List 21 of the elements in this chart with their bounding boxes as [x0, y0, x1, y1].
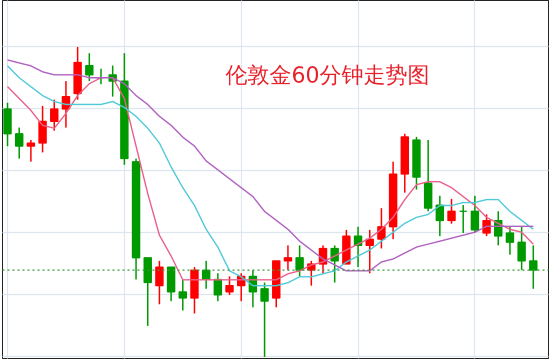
candlestick	[458, 204, 468, 234]
candlestick	[26, 139, 36, 162]
candlestick	[470, 195, 480, 234]
candlestick	[436, 195, 444, 237]
candlestick	[529, 244, 538, 290]
candlestick	[214, 272, 222, 302]
text: 伦敦金60分钟走势图	[226, 64, 430, 88]
candlestick	[225, 276, 234, 296]
candlestick	[155, 260, 164, 306]
candlestick	[295, 244, 304, 278]
candlestick	[366, 229, 374, 274]
candlestick	[38, 105, 47, 154]
candlestick	[14, 126, 24, 160]
candlestick	[447, 198, 456, 224]
candlestick	[517, 226, 526, 271]
candlestick	[506, 226, 514, 256]
candlestick	[50, 98, 58, 132]
candlestick	[85, 52, 94, 82]
candlestick	[260, 282, 269, 358]
candlestick	[178, 278, 188, 312]
candlestick	[284, 244, 292, 271]
